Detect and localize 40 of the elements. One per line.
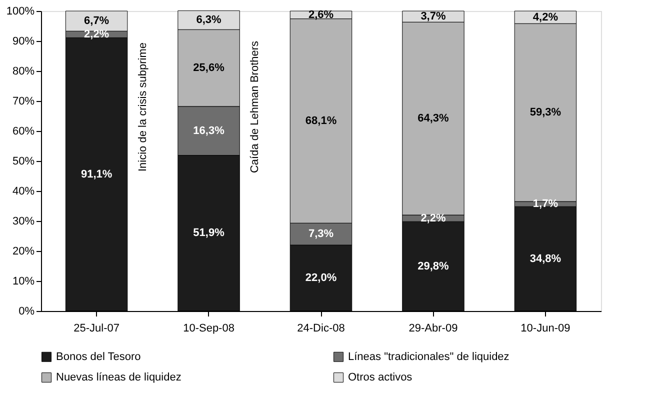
x-tick-label: 29-Abr-09 [408,322,458,334]
legend-label: Nuevas líneas de liquidez [56,372,182,384]
data-label: 7,3% [308,228,334,240]
legend-label: Otros activos [348,372,413,384]
data-label: 6,7% [84,15,110,28]
data-label: 29,8% [418,260,450,272]
y-tick-label: 10% [12,276,35,288]
y-tick-label: 30% [12,216,35,228]
annotation: Inicio de la crisis subprime [137,42,149,172]
y-tick-label: 80% [12,66,35,78]
legend-label: Bonos del Tesoro [56,350,141,363]
annotation: Caída de Lehman Brothers [249,40,261,174]
y-tick-label: 0% [18,306,35,318]
data-label: 22,0% [305,272,337,284]
data-label: 2,6% [308,8,334,21]
data-label: 16,3% [193,124,225,137]
data-label: 25,6% [193,62,225,74]
y-tick-label: 60% [12,126,35,138]
data-label: 68,1% [305,114,337,127]
data-label: 6,3% [196,14,222,26]
data-label: 3,7% [420,10,446,23]
y-tick-label: 50% [12,156,35,168]
y-tick-label: 70% [12,96,35,108]
data-label: 59,3% [530,106,562,119]
data-label: 34,8% [530,252,562,265]
x-tick-label: 10-Sep-08 [183,322,234,334]
y-tick-label: 90% [12,36,35,48]
x-tick-label: 10-Jun-09 [520,322,570,334]
data-label: 64,3% [418,112,450,125]
y-tick-label: 20% [12,246,35,258]
legend-label: Líneas "tradicionales" de liquidez [348,350,510,363]
data-label: 91,1% [80,168,112,180]
x-tick-label: 25-Jul-07 [74,322,120,334]
x-tick-label: 24-Dic-08 [297,322,345,334]
data-label: 51,9% [193,227,225,240]
data-label: 2,2% [420,212,446,224]
y-tick-label: 40% [12,186,35,198]
data-label: 2,2% [84,28,110,40]
data-label: 4,2% [532,11,558,24]
y-tick-label: 100% [6,6,35,18]
